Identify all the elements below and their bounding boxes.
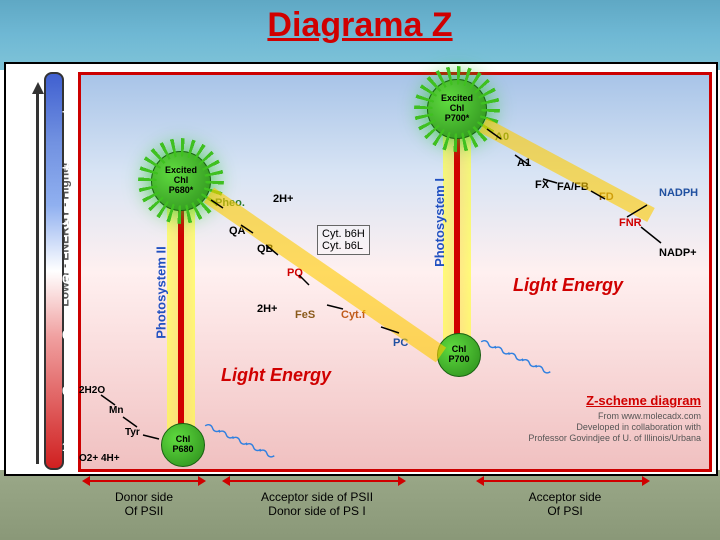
lbl-nadp: NADP+: [659, 247, 697, 259]
lbl-qb: QB: [257, 243, 274, 255]
node-p680: Chl P680: [161, 423, 205, 467]
ytick: 0.4: [62, 328, 79, 342]
credit-text: From www.molecadx.com Developed in colla…: [481, 411, 701, 443]
lbl-2h-bot: 2H+: [257, 303, 278, 315]
cytb-box: Cyt. b6H Cyt. b6L: [317, 225, 370, 255]
lbl-pc: PC: [393, 337, 408, 349]
lbl-mn: Mn: [109, 405, 123, 416]
ytick: 1.2: [62, 440, 79, 454]
range-acceptor-ps1: [478, 480, 648, 482]
y-axis: Lower - ENERGY - Higher -1.2 -0.8 -0.4 0…: [12, 72, 76, 466]
ann-acceptor-ps2: Acceptor side of PSII Donor side of PS I: [232, 490, 402, 519]
lbl-h2o: 2H2O: [79, 385, 105, 396]
ann-donor-ps2: Donor side Of PSII: [94, 490, 194, 519]
lbl-fnr: FNR: [619, 217, 642, 229]
lbl-fd: FD: [599, 191, 614, 203]
lbl-fafb: FA/FB: [557, 181, 589, 193]
ps2-label: Photosystem II: [154, 246, 169, 338]
lbl-fx: FX: [535, 179, 549, 191]
range-acceptor-ps2: [224, 480, 404, 482]
node-p700: Chl P700: [437, 333, 481, 377]
diagram-panel: Excited Chl P680* Excited Chl P700* Chl …: [78, 72, 712, 472]
wave-icon: 〜〜〜〜〜: [199, 412, 278, 467]
light-energy-ps1: Light Energy: [513, 275, 623, 296]
range-donor-ps2: [84, 480, 204, 482]
lbl-o2: O2+ 4H+: [79, 453, 120, 464]
y-gradient-scale: [44, 72, 64, 470]
lbl-fes: FeS: [295, 309, 315, 321]
lbl-nadph: NADPH: [659, 187, 698, 199]
ps1-label: Photosystem I: [432, 178, 447, 267]
lbl-2h-top: 2H+: [273, 193, 294, 205]
lbl-qa: QA: [229, 225, 246, 237]
yaxis-arrow-icon: [32, 82, 44, 94]
lbl-a0: A0: [495, 131, 509, 143]
lbl-pq: PQ: [287, 267, 303, 279]
node-p700-excited: Excited Chl P700*: [427, 79, 487, 139]
lbl-pheo: Pheo.: [215, 197, 245, 209]
lbl-tyr: Tyr: [125, 427, 140, 438]
z-scheme-diagram: Lower - ENERGY - Higher -1.2 -0.8 -0.4 0…: [4, 62, 718, 476]
node-p680-excited: Excited Chl P680*: [151, 151, 211, 211]
lbl-a1: A1: [517, 157, 531, 169]
page-title: Diagrama Z: [0, 6, 720, 45]
scheme-title: Z-scheme diagram: [586, 393, 701, 408]
lbl-cytf: Cyt.f: [341, 309, 365, 321]
ytick: 0.0: [62, 272, 79, 286]
ytick: 0.8: [62, 384, 79, 398]
lbl-cytbh: Cyt. b6H: [322, 228, 365, 240]
light-energy-ps2: Light Energy: [221, 365, 331, 386]
wave-icon: 〜〜〜〜〜: [475, 328, 554, 383]
lbl-cytbl: Cyt. b6L: [322, 240, 365, 252]
ann-acceptor-ps1: Acceptor side Of PSI: [490, 490, 640, 519]
